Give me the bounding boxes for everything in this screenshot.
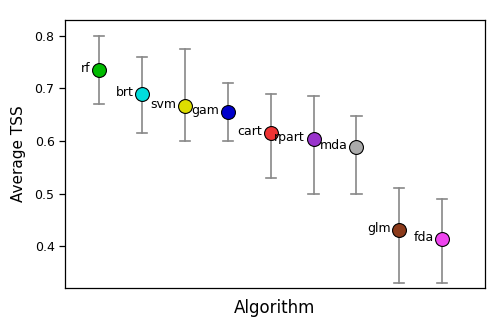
Point [181,103,189,109]
Text: fda: fda [414,231,434,244]
Text: rpart: rpart [274,131,305,144]
X-axis label: Algorithm: Algorithm [234,299,316,317]
Point [96,67,104,73]
Text: brt: brt [116,85,134,98]
Text: glm: glm [367,222,390,235]
Point [266,130,274,136]
Point [310,137,318,142]
Point [138,91,146,96]
Text: gam: gam [192,104,220,117]
Text: mda: mda [320,139,348,152]
Text: cart: cart [238,125,262,138]
Text: svm: svm [150,98,176,111]
Text: rf: rf [81,62,90,75]
Point [438,237,446,242]
Point [352,145,360,150]
Point [224,110,232,115]
Y-axis label: Average TSS: Average TSS [11,106,26,202]
Point [396,227,404,233]
